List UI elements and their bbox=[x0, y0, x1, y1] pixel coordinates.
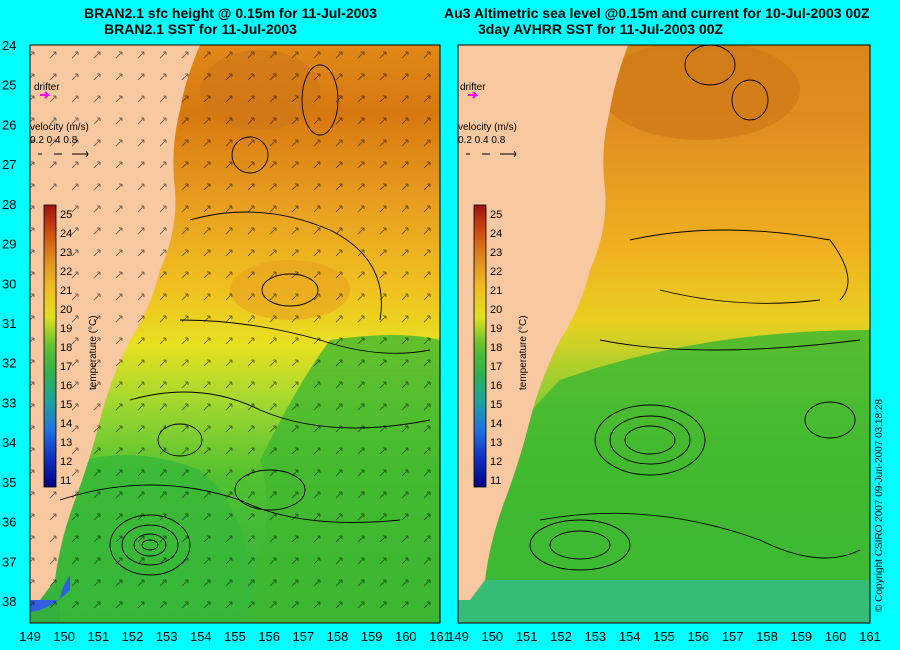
latitude-tick-label: 33 bbox=[2, 395, 16, 410]
longitude-tick-label: 156 bbox=[258, 629, 280, 644]
longitude-tick-label: 153 bbox=[584, 629, 606, 644]
latitude-tick-label: 32 bbox=[2, 356, 16, 371]
colorbar-tick-label: 16 bbox=[490, 380, 502, 392]
longitude-tick-label: 161 bbox=[429, 629, 451, 644]
longitude-tick-label: 152 bbox=[122, 629, 144, 644]
left-map-panel bbox=[30, 45, 440, 623]
colorbar-tick-label: 20 bbox=[490, 304, 502, 316]
velocity-arrows-icon bbox=[466, 150, 517, 158]
longitude-tick-label: 154 bbox=[619, 629, 641, 644]
right-panel-title-line2: 3day AVHRR SST for 11-Jul-2003 00Z bbox=[478, 21, 724, 37]
colorbar-tick-label: 12 bbox=[490, 456, 502, 468]
longitude-tick-label: 153 bbox=[156, 629, 178, 644]
longitude-tick-label: 150 bbox=[53, 629, 75, 644]
latitude-tick-label: 31 bbox=[2, 316, 16, 331]
velocity-arrows-icon bbox=[38, 150, 89, 158]
colorbar-tick-label: 11 bbox=[490, 475, 501, 487]
colorbar-left bbox=[43, 204, 57, 488]
left-panel-title-line2: BRAN2.1 SST for 11-Jul-2003 bbox=[104, 21, 297, 37]
colorbar-tick-label: 11 bbox=[60, 475, 71, 487]
longitude-tick-label: 159 bbox=[790, 629, 812, 644]
colorbar-tick-label: 12 bbox=[60, 456, 72, 468]
right-panel-title-line1: Au3 Altimetric sea level @0.15m and curr… bbox=[444, 5, 870, 21]
longitude-tick-label: 160 bbox=[825, 629, 847, 644]
colorbar-right bbox=[473, 204, 487, 488]
latitude-tick-label: 29 bbox=[2, 237, 16, 252]
longitude-tick-label: 152 bbox=[550, 629, 572, 644]
drifter-icon bbox=[40, 91, 51, 99]
colorbar-tick-label: 17 bbox=[60, 361, 72, 373]
colorbar-title-left: temperature (°C) bbox=[88, 315, 99, 390]
drifter-label-left: drifter bbox=[34, 82, 60, 93]
colorbar-tick-label: 19 bbox=[60, 323, 72, 335]
colorbar-tick-label: 25 bbox=[60, 209, 72, 221]
colorbar-ticks-left: 25 24 23 22 21 20 19 18 17 16 15 14 13 12 11 bbox=[60, 209, 72, 487]
colorbar-tick-label: 15 bbox=[60, 399, 72, 411]
latitude-tick-label: 35 bbox=[2, 475, 16, 490]
longitude-tick-label: 159 bbox=[361, 629, 383, 644]
colorbar-tick-label: 19 bbox=[490, 323, 502, 335]
longitude-tick-label: 155 bbox=[653, 629, 675, 644]
velocity-label-left: velocity (m/s) bbox=[30, 122, 89, 133]
colorbar-tick-label: 24 bbox=[490, 228, 502, 240]
right-land-mass bbox=[458, 45, 628, 600]
colorbar-tick-label: 22 bbox=[490, 266, 502, 278]
latitude-tick-label: 27 bbox=[2, 157, 16, 172]
latitude-tick-label: 36 bbox=[2, 515, 16, 530]
colorbar-tick-label: 18 bbox=[60, 342, 72, 354]
latitude-tick-label: 26 bbox=[2, 117, 16, 132]
latitude-axis: 24 25 26 27 28 29 30 31 32 33 34 35 36 37 38 bbox=[2, 38, 16, 609]
longitude-tick-label: 158 bbox=[327, 629, 349, 644]
colorbar-tick-label: 14 bbox=[490, 418, 502, 430]
longitude-tick-label: 149 bbox=[19, 629, 41, 644]
longitude-tick-label: 161 bbox=[859, 629, 881, 644]
left-panel-title-line1: BRAN2.1 sfc height @ 0.15m for 11-Jul-20… bbox=[84, 5, 377, 21]
colorbar-tick-label: 23 bbox=[490, 247, 502, 259]
longitude-tick-label: 158 bbox=[756, 629, 778, 644]
colorbar-tick-label: 16 bbox=[60, 380, 72, 392]
longitude-tick-label: 156 bbox=[687, 629, 709, 644]
longitude-tick-label: 160 bbox=[395, 629, 417, 644]
colorbar-tick-label: 18 bbox=[490, 342, 502, 354]
longitude-tick-label: 155 bbox=[224, 629, 246, 644]
colorbar-tick-label: 13 bbox=[60, 437, 72, 449]
latitude-tick-label: 37 bbox=[2, 554, 16, 569]
colorbar-tick-label: 24 bbox=[60, 228, 72, 240]
longitude-tick-label: 157 bbox=[722, 629, 744, 644]
latitude-tick-label: 34 bbox=[2, 435, 16, 450]
longitude-tick-label: 154 bbox=[190, 629, 212, 644]
latitude-tick-label: 30 bbox=[2, 276, 16, 291]
colorbar-tick-label: 14 bbox=[60, 418, 72, 430]
longitude-tick-label: 151 bbox=[87, 629, 109, 644]
colorbar-tick-label: 21 bbox=[490, 285, 502, 297]
longitude-tick-label: 150 bbox=[481, 629, 503, 644]
velocity-label-right: velocity (m/s) bbox=[458, 122, 517, 133]
latitude-tick-label: 24 bbox=[2, 38, 16, 53]
longitude-tick-label: 157 bbox=[292, 629, 314, 644]
colorbar-ticks-right: 25 24 23 22 21 20 19 18 17 16 15 14 13 12 11 bbox=[490, 209, 502, 487]
longitude-axis-right: 149 150 151 152 153 154 155 156 157 158 159 160 161 bbox=[447, 629, 881, 644]
colorbar-tick-label: 21 bbox=[60, 285, 72, 297]
velocity-values-left: 0.2 0.4 0.8 bbox=[30, 135, 78, 146]
velocity-values-right: 0.2 0.4 0.8 bbox=[458, 135, 506, 146]
drifter-label-right: drifter bbox=[460, 82, 486, 93]
longitude-axis-left: 149 150 151 152 153 154 155 156 157 158 159 160 161 bbox=[19, 629, 451, 644]
colorbar-tick-label: 20 bbox=[60, 304, 72, 316]
colorbar-title-right: temperature (°C) bbox=[518, 315, 529, 390]
colorbar-tick-label: 17 bbox=[490, 361, 502, 373]
longitude-tick-label: 151 bbox=[516, 629, 538, 644]
colorbar-tick-label: 23 bbox=[60, 247, 72, 259]
colorbar-tick-label: 22 bbox=[60, 266, 72, 278]
colorbar-tick-label: 25 bbox=[490, 209, 502, 221]
latitude-tick-label: 28 bbox=[2, 197, 16, 212]
copyright-notice: © Copyright CSIRO 2007 09-Jun-2007 03:18… bbox=[874, 399, 885, 612]
right-map-panel bbox=[458, 45, 870, 623]
longitude-tick-label: 149 bbox=[447, 629, 469, 644]
colorbar-tick-label: 13 bbox=[490, 437, 502, 449]
colorbar-tick-label: 15 bbox=[490, 399, 502, 411]
latitude-tick-label: 38 bbox=[2, 594, 16, 609]
latitude-tick-label: 25 bbox=[2, 78, 16, 93]
drifter-icon bbox=[468, 91, 479, 99]
